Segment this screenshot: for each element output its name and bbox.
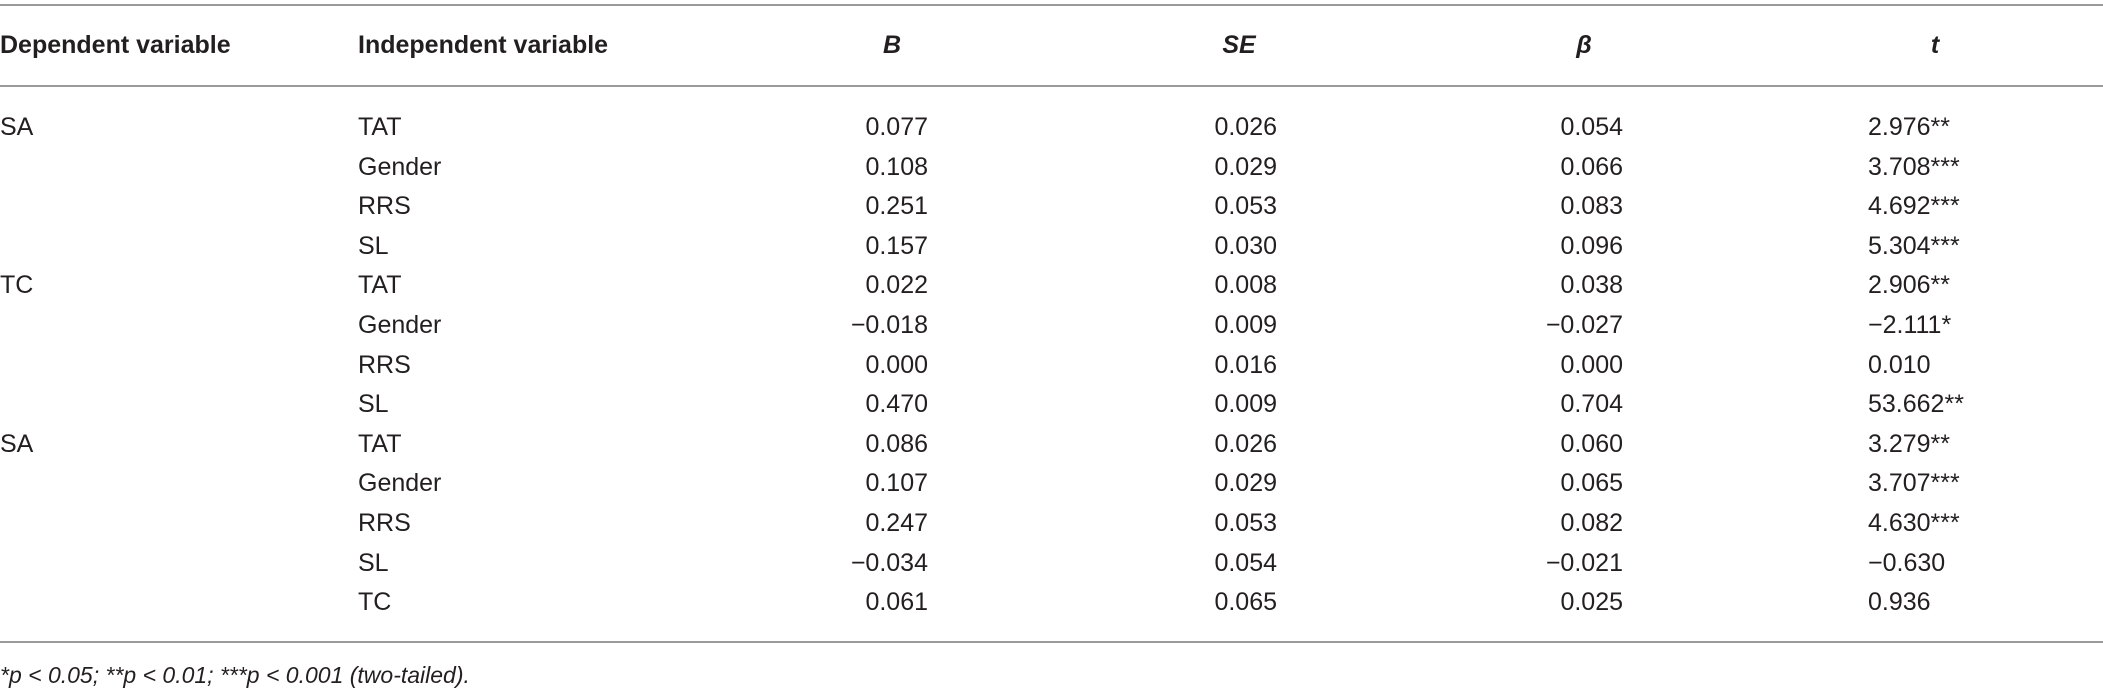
independent-variable: RRS — [358, 350, 411, 379]
table-cell: 0.053 — [1214, 509, 1277, 537]
table-cell: 0.025 — [1560, 588, 1623, 617]
table-cell: 0.010 — [1868, 350, 1931, 379]
table-cell: −0.021 — [1545, 548, 1623, 577]
table-cell: 0.000 — [865, 350, 928, 379]
table-cell: 0.107 — [865, 469, 928, 498]
independent-variable: TC — [358, 588, 392, 617]
independent-variable: TAT — [358, 429, 402, 458]
table-cell: 3.279** — [1868, 429, 1951, 458]
column-header: SE — [1222, 31, 1256, 59]
table-cell: 0.053 — [1214, 192, 1277, 221]
table-cell: 0.026 — [1214, 429, 1277, 458]
table-cell: 0.009 — [1214, 311, 1277, 339]
table-cell: 0.157 — [865, 231, 928, 260]
independent-variable: RRS — [358, 509, 411, 537]
independent-variable: TAT — [358, 271, 402, 300]
column-header: B — [882, 31, 902, 59]
table-cell: 0.936 — [1868, 588, 1931, 617]
footnote: *p < 0.05; **p < 0.01; ***p < 0.001 (two… — [0, 662, 470, 688]
table-cell: 0.029 — [1214, 152, 1277, 181]
independent-variable: Gender — [358, 469, 442, 498]
table-cell: 0.704 — [1560, 390, 1623, 419]
column-header: Dependent variable — [0, 31, 231, 59]
table-cell: −0.018 — [850, 311, 928, 339]
table-cell: 0.077 — [865, 113, 928, 141]
table-cell: 0.065 — [1214, 588, 1277, 617]
table-cell: 0.251 — [865, 192, 928, 221]
table-cell: 0.061 — [865, 588, 928, 617]
table-cell: 0.022 — [865, 271, 928, 300]
table-cell: 0.009 — [1214, 390, 1277, 419]
table-cell: 4.692*** — [1868, 192, 1960, 221]
table-cell: 3.707*** — [1868, 469, 1960, 498]
table-cell: 0.470 — [865, 390, 928, 419]
table-cell: 0.026 — [1214, 113, 1277, 141]
table-cell: 0.060 — [1560, 429, 1623, 458]
table-cell: 0.054 — [1560, 113, 1623, 141]
table-cell: −0.034 — [850, 548, 928, 577]
header-rule — [0, 85, 2103, 87]
independent-variable: SL — [358, 231, 389, 260]
table-cell: 5.304*** — [1868, 231, 1960, 260]
independent-variable: TAT — [358, 113, 402, 141]
table-cell: −0.630 — [1868, 548, 1946, 577]
table-cell: 0.054 — [1214, 548, 1277, 577]
table-cell: 0.016 — [1214, 350, 1277, 379]
table-cell: −0.027 — [1545, 311, 1623, 339]
table-cell: −2.111* — [1868, 311, 1952, 339]
dependent-variable: SA — [0, 429, 34, 458]
table-cell: 0.086 — [865, 429, 928, 458]
independent-variable: SL — [358, 390, 389, 419]
table-cell: 0.008 — [1214, 271, 1277, 300]
table-cell: 3.708*** — [1868, 152, 1960, 181]
table-cell: 2.906** — [1868, 271, 1951, 300]
table-cell: 0.066 — [1560, 152, 1623, 181]
table-cell: 0.030 — [1214, 231, 1277, 260]
table-cell: 0.082 — [1560, 509, 1623, 537]
dependent-variable: TC — [0, 271, 34, 300]
table-cell: 0.247 — [865, 509, 928, 537]
table-cell: 4.630*** — [1868, 509, 1960, 537]
independent-variable: RRS — [358, 192, 411, 221]
independent-variable: Gender — [358, 311, 442, 339]
column-header: Independent variable — [358, 31, 609, 59]
table-cell: 0.096 — [1560, 231, 1623, 260]
table-cell: 0.038 — [1560, 271, 1623, 300]
dependent-variable: SA — [0, 113, 34, 141]
table-cell: 0.065 — [1560, 469, 1623, 498]
column-header: β — [1576, 31, 1592, 59]
independent-variable: Gender — [358, 152, 442, 181]
table-cell: 0.029 — [1214, 469, 1277, 498]
table-cell: 0.083 — [1560, 192, 1623, 221]
table-cell: 53.662** — [1868, 390, 1964, 419]
independent-variable: SL — [358, 548, 389, 577]
column-header: t — [1930, 31, 1940, 59]
table-cell: 0.000 — [1560, 350, 1623, 379]
table-cell: 0.108 — [865, 152, 928, 181]
top-rule — [0, 4, 2103, 6]
table-cell: 2.976** — [1868, 113, 1951, 141]
bottom-rule — [0, 641, 2103, 643]
